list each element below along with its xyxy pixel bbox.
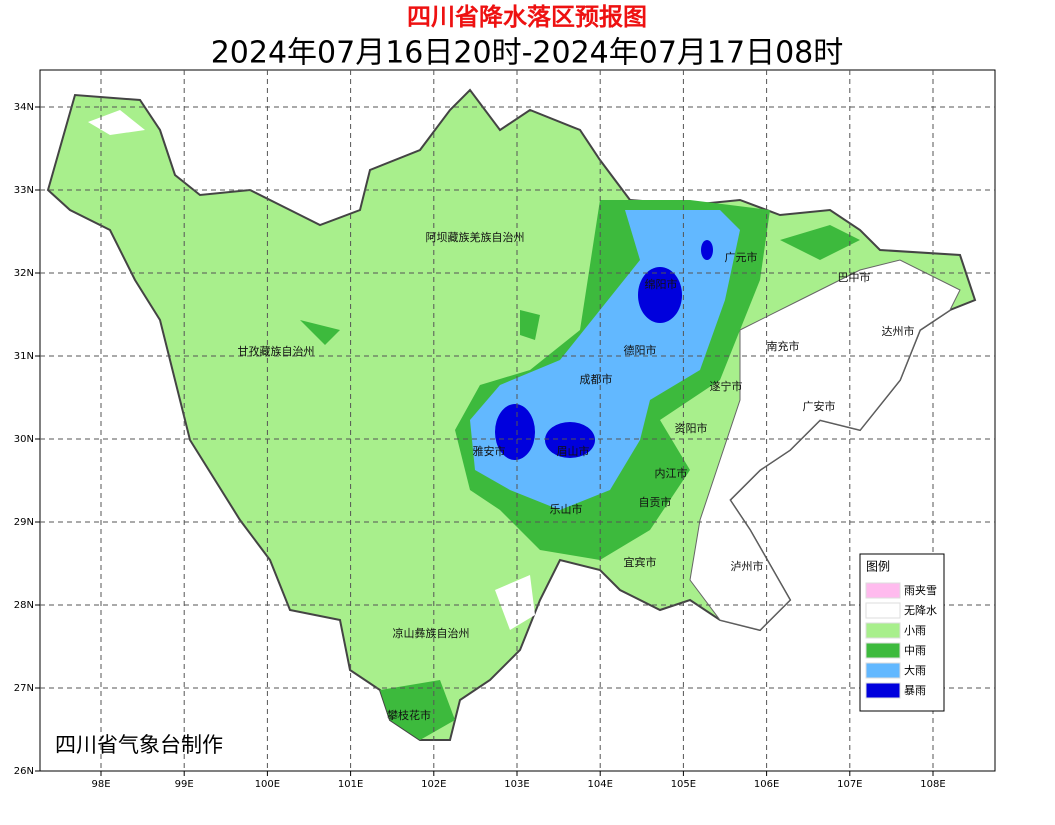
lat-label: 33N xyxy=(14,185,34,196)
region-label: 阿坝藏族羌族自治州 xyxy=(426,230,525,244)
region-label: 德阳市 xyxy=(624,343,657,357)
title: 四川省降水落区预报图 xyxy=(407,3,647,31)
legend-swatch xyxy=(865,602,901,619)
region-label: 绵阳市 xyxy=(645,277,678,291)
lon-label: 106E xyxy=(754,779,779,790)
region-label: 资阳市 xyxy=(675,421,708,435)
graticule: 34N 33N 32N 31N 30N 29N 28N 27N 26N 98E 99E 100E 101… xyxy=(14,70,995,790)
region-label: 广元市 xyxy=(725,250,758,264)
lat-label: 34N xyxy=(14,102,34,113)
lon-label: 108E xyxy=(920,779,945,790)
lon-label: 99E xyxy=(175,779,194,790)
region-label: 自贡市 xyxy=(639,495,672,509)
lon-label: 101E xyxy=(338,779,363,790)
lon-label: 104E xyxy=(587,779,612,790)
lon-label: 105E xyxy=(671,779,696,790)
region-label: 甘孜藏族自治州 xyxy=(238,344,315,358)
lat-label: 31N xyxy=(14,351,34,362)
region-labels: 阿坝藏族羌族自治州 甘孜藏族自治州 凉山彝族自治州 攀枝花市 广元市 巴中市 绵… xyxy=(238,230,915,722)
region-label: 泸州市 xyxy=(731,559,764,573)
legend-label: 雨夹雪 xyxy=(904,584,937,597)
legend-swatch xyxy=(865,622,901,639)
lon-label: 100E xyxy=(255,779,280,790)
legend-swatch xyxy=(865,582,901,599)
region-label: 成都市 xyxy=(580,372,613,386)
legend-swatch xyxy=(865,662,901,679)
legend-title: 图例 xyxy=(866,560,890,574)
region-label: 巴中市 xyxy=(838,270,871,284)
lat-label: 28N xyxy=(14,600,34,611)
legend-swatch xyxy=(865,642,901,659)
lon-label: 103E xyxy=(504,779,529,790)
lat-label: 27N xyxy=(14,683,34,694)
region-label: 达州市 xyxy=(882,324,915,338)
region-label: 宜宾市 xyxy=(624,555,657,569)
lon-label: 98E xyxy=(91,779,110,790)
region-label: 广安市 xyxy=(803,399,836,413)
footer: 四川省气象台制作 xyxy=(55,733,223,757)
lon-label: 107E xyxy=(837,779,862,790)
lat-label: 29N xyxy=(14,517,34,528)
region-label: 南充市 xyxy=(767,339,800,353)
lat-label: 26N xyxy=(14,766,34,777)
map-shapes xyxy=(46,88,977,741)
subtitle: 2024年07月16日20时-2024年07月17日08时 xyxy=(211,36,844,71)
legend-label: 无降水 xyxy=(904,603,937,617)
region-label: 攀枝花市 xyxy=(387,708,431,722)
legend-label: 中雨 xyxy=(904,644,926,657)
region-label: 遂宁市 xyxy=(710,379,743,393)
legend-label: 小雨 xyxy=(904,624,926,637)
legend-label: 暴雨 xyxy=(904,684,926,697)
region-label: 凉山彝族自治州 xyxy=(393,626,470,640)
region-label: 内江市 xyxy=(655,466,688,480)
legend-swatch xyxy=(865,682,901,699)
lat-label: 30N xyxy=(14,434,34,445)
region-label: 雅安市 xyxy=(473,444,506,458)
region-label: 眉山市 xyxy=(557,444,590,458)
lat-label: 32N xyxy=(14,268,34,279)
legend-label: 大雨 xyxy=(904,663,926,677)
region-label: 乐山市 xyxy=(550,502,583,516)
lon-label: 102E xyxy=(421,779,446,790)
